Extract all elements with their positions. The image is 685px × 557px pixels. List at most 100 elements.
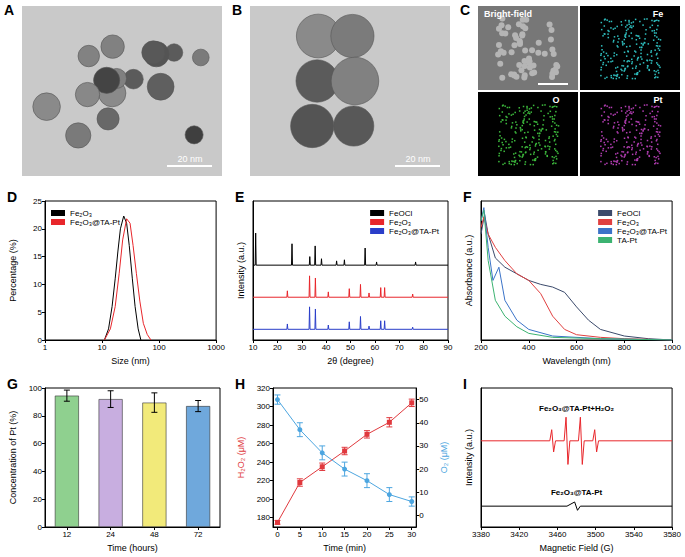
svg-text:3460: 3460 (549, 530, 567, 539)
svg-text:50: 50 (346, 343, 355, 352)
svg-text:Time (hours): Time (hours) (107, 543, 158, 553)
svg-text:D: D (7, 189, 17, 205)
svg-text:100: 100 (29, 384, 43, 393)
svg-text:400: 400 (522, 343, 536, 352)
svg-text:24: 24 (106, 530, 115, 539)
svg-text:G: G (7, 376, 18, 392)
svg-text:E: E (235, 189, 244, 205)
svg-text:Wavelength (nm): Wavelength (nm) (542, 356, 610, 366)
svg-text:20 nm: 20 nm (177, 154, 202, 164)
svg-text:3420: 3420 (510, 530, 528, 539)
svg-text:1000: 1000 (207, 343, 225, 352)
svg-text:72: 72 (194, 530, 203, 539)
svg-text:Fe₂O₃@TA-Pt: Fe₂O₃@TA-Pt (551, 488, 603, 497)
svg-text:1000: 1000 (663, 343, 681, 352)
svg-text:15: 15 (340, 530, 349, 539)
svg-text:Concentration of Pt (%): Concentration of Pt (%) (8, 411, 18, 505)
svg-text:2θ (degree): 2θ (degree) (327, 356, 374, 366)
svg-text:260: 260 (257, 439, 271, 448)
svg-text:0: 0 (37, 335, 42, 345)
svg-text:25: 25 (33, 197, 42, 206)
svg-text:O₂ (μM): O₂ (μM) (439, 442, 449, 474)
svg-text:40: 40 (33, 467, 42, 476)
svg-text:Fe₂O₃: Fe₂O₃ (617, 218, 639, 227)
svg-text:220: 220 (257, 476, 271, 485)
svg-text:3540: 3540 (625, 530, 643, 539)
svg-text:20: 20 (419, 465, 428, 474)
svg-text:Intensity (a.u.): Intensity (a.u.) (464, 429, 474, 486)
svg-text:FeOCl: FeOCl (617, 209, 640, 218)
svg-text:60: 60 (370, 343, 379, 352)
svg-text:240: 240 (257, 458, 271, 467)
svg-text:1: 1 (43, 343, 48, 352)
svg-text:10: 10 (249, 343, 258, 352)
svg-text:Fe: Fe (653, 9, 664, 19)
svg-text:10: 10 (419, 488, 428, 497)
svg-text:Fe₂O₃@TA-Pt: Fe₂O₃@TA-Pt (617, 227, 668, 236)
svg-text:Fe₂O₃@TA-Pt: Fe₂O₃@TA-Pt (389, 227, 440, 236)
svg-text:H₂O₂ (μM): H₂O₂ (μM) (236, 437, 246, 479)
svg-text:20: 20 (33, 495, 42, 504)
svg-text:40: 40 (322, 343, 331, 352)
svg-text:30: 30 (407, 530, 416, 539)
svg-text:I: I (463, 376, 467, 392)
svg-text:100: 100 (152, 343, 166, 352)
svg-text:60: 60 (33, 439, 42, 448)
svg-text:Fe₂O₃: Fe₂O₃ (70, 209, 92, 218)
svg-text:O: O (552, 95, 559, 105)
svg-text:20 nm: 20 nm (405, 154, 430, 164)
svg-text:20: 20 (33, 224, 42, 233)
svg-text:280: 280 (257, 421, 271, 430)
svg-text:Bright-field: Bright-field (484, 9, 532, 19)
svg-text:12: 12 (62, 530, 71, 539)
svg-text:Magnetic Field (G): Magnetic Field (G) (540, 543, 614, 553)
svg-text:40: 40 (419, 418, 428, 427)
svg-text:50: 50 (419, 395, 428, 404)
svg-text:10: 10 (318, 530, 327, 539)
svg-text:A: A (4, 2, 14, 18)
svg-text:Pt: Pt (654, 95, 663, 105)
svg-text:Absorbance (a.u.): Absorbance (a.u.) (464, 235, 474, 307)
svg-text:FeOCl: FeOCl (389, 209, 412, 218)
svg-text:Intensity (a.u.): Intensity (a.u.) (236, 242, 246, 299)
svg-text:3380: 3380 (472, 530, 490, 539)
svg-text:C: C (460, 2, 470, 18)
svg-text:Fe₂O₃: Fe₂O₃ (389, 218, 411, 227)
svg-text:180: 180 (257, 513, 271, 522)
svg-text:200: 200 (474, 343, 488, 352)
svg-text:0: 0 (38, 523, 43, 532)
svg-text:80: 80 (419, 343, 428, 352)
svg-text:F: F (463, 189, 472, 205)
svg-text:15: 15 (33, 252, 42, 261)
svg-text:10: 10 (33, 280, 42, 289)
svg-text:70: 70 (395, 343, 404, 352)
svg-text:800: 800 (618, 343, 632, 352)
svg-text:Time (min): Time (min) (323, 543, 366, 553)
svg-text:48: 48 (150, 530, 159, 539)
svg-text:200: 200 (257, 495, 271, 504)
svg-text:3500: 3500 (587, 530, 605, 539)
svg-text:5: 5 (298, 530, 303, 539)
svg-text:25: 25 (385, 530, 394, 539)
svg-text:0: 0 (419, 511, 424, 520)
svg-text:20: 20 (273, 343, 282, 352)
svg-text:600: 600 (570, 343, 584, 352)
svg-text:Fe₂O₃@TA-Pt+H₂O₂: Fe₂O₃@TA-Pt+H₂O₂ (539, 404, 615, 413)
svg-text:H: H (235, 376, 245, 392)
svg-text:0: 0 (275, 530, 280, 539)
svg-text:Size (nm): Size (nm) (111, 356, 150, 366)
svg-text:Percentage (%): Percentage (%) (8, 239, 18, 302)
svg-text:30: 30 (419, 441, 428, 450)
svg-text:30: 30 (297, 343, 306, 352)
svg-text:10: 10 (98, 343, 107, 352)
svg-text:B: B (232, 2, 242, 18)
svg-text:80: 80 (33, 411, 42, 420)
svg-text:300: 300 (257, 402, 271, 411)
svg-text:Fe₂O₃@TA-Pt: Fe₂O₃@TA-Pt (70, 218, 121, 227)
svg-text:320: 320 (257, 384, 271, 393)
svg-text:TA-Pt: TA-Pt (617, 236, 638, 245)
svg-text:3580: 3580 (663, 530, 681, 539)
svg-text:20: 20 (363, 530, 372, 539)
svg-text:90: 90 (444, 343, 453, 352)
svg-text:5: 5 (38, 308, 43, 317)
